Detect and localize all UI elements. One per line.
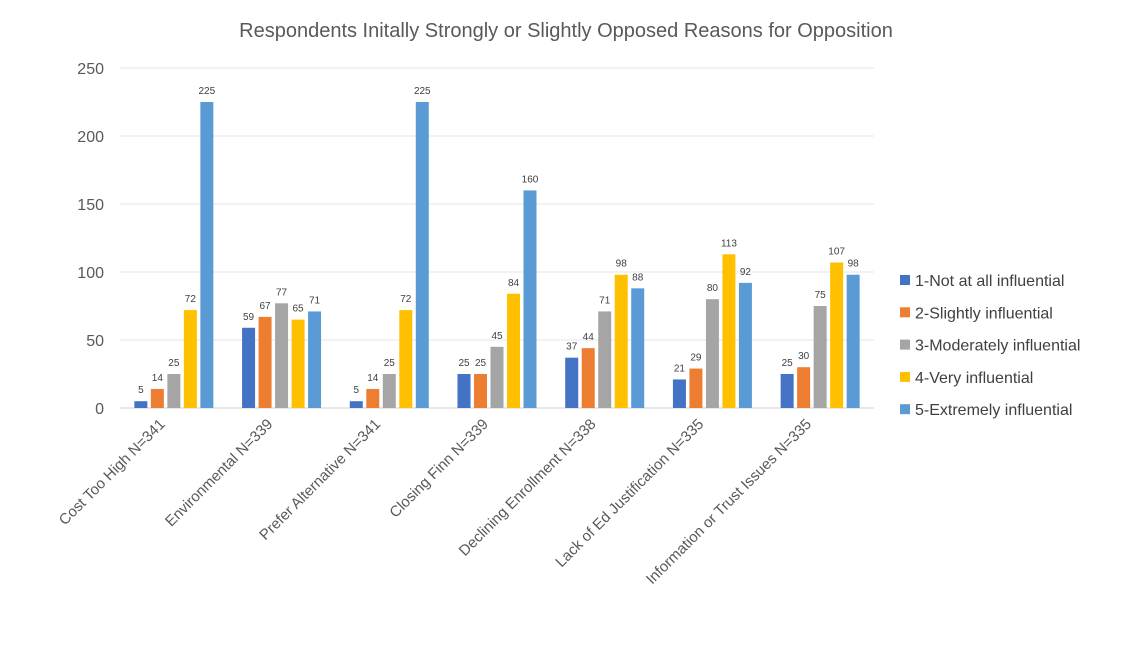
bar xyxy=(565,357,579,408)
data-label: 98 xyxy=(616,259,628,270)
bar xyxy=(399,310,413,408)
bar xyxy=(366,388,380,408)
data-label: 67 xyxy=(260,301,272,312)
data-label: 59 xyxy=(243,312,255,323)
data-label: 65 xyxy=(293,304,305,315)
bar xyxy=(830,262,844,408)
legend-swatch xyxy=(900,275,910,285)
data-label: 21 xyxy=(674,363,686,374)
bar xyxy=(813,306,827,408)
data-label: 80 xyxy=(707,283,719,294)
legend-swatch xyxy=(900,339,910,350)
data-label: 225 xyxy=(199,86,216,97)
data-label: 25 xyxy=(168,358,180,369)
bar xyxy=(846,274,860,408)
y-tick-label: 0 xyxy=(95,401,104,418)
data-label: 44 xyxy=(583,332,595,343)
bar xyxy=(167,374,181,408)
data-label: 25 xyxy=(458,358,470,369)
bar xyxy=(134,401,148,408)
bar xyxy=(672,379,686,408)
data-label: 14 xyxy=(152,373,164,384)
legend-swatch xyxy=(900,307,910,318)
data-label: 113 xyxy=(721,238,737,249)
y-tick-label: 100 xyxy=(77,265,104,282)
bar xyxy=(738,282,752,408)
data-label: 72 xyxy=(185,294,197,305)
data-label: 25 xyxy=(475,358,487,369)
bar xyxy=(415,102,429,408)
bar xyxy=(349,401,363,408)
data-label: 29 xyxy=(690,353,702,364)
data-label: 98 xyxy=(848,259,860,270)
data-label: 71 xyxy=(599,295,611,306)
category-label: Prefer Alternative N=341 xyxy=(256,416,384,544)
data-label: 107 xyxy=(828,246,845,257)
data-label: 30 xyxy=(798,351,810,362)
bar xyxy=(523,190,537,408)
data-label: 5 xyxy=(354,385,360,396)
legend-label: 4-Very influential xyxy=(915,370,1033,387)
bar xyxy=(598,311,612,408)
bar xyxy=(457,374,471,408)
bar xyxy=(291,319,305,408)
data-label: 160 xyxy=(522,174,539,185)
data-label: 45 xyxy=(491,331,503,342)
bar xyxy=(797,367,811,408)
bar xyxy=(490,346,504,408)
bar xyxy=(507,293,520,408)
bar xyxy=(705,299,719,408)
bar xyxy=(581,348,595,408)
bar xyxy=(150,388,164,408)
data-label: 225 xyxy=(414,86,431,97)
bar xyxy=(275,303,289,408)
bar xyxy=(780,374,794,408)
bar xyxy=(722,254,736,408)
data-label: 25 xyxy=(782,358,794,369)
bar xyxy=(242,327,256,408)
legend-label: 5-Extremely influential xyxy=(915,402,1072,419)
data-label: 75 xyxy=(815,290,827,301)
legend-label: 2-Slightly influential xyxy=(915,305,1053,322)
category-label: Closing Finn N=339 xyxy=(386,416,491,521)
legend-swatch xyxy=(900,371,910,382)
data-label: 72 xyxy=(400,294,412,305)
y-tick-label: 50 xyxy=(86,333,104,350)
bar xyxy=(382,374,396,408)
legend-label: 1-Not at all influential xyxy=(915,273,1064,290)
bar xyxy=(200,102,214,408)
category-label: Environmental N=339 xyxy=(162,416,276,530)
data-label: 71 xyxy=(309,295,321,306)
legend-swatch xyxy=(900,404,910,415)
data-label: 14 xyxy=(367,373,379,384)
y-tick-label: 200 xyxy=(77,129,104,146)
data-label: 88 xyxy=(632,272,644,283)
y-tick-label: 250 xyxy=(77,61,104,78)
category-label: Cost Too High N=341 xyxy=(56,416,169,529)
legend-label: 3-Moderately influential xyxy=(915,338,1080,355)
bar xyxy=(258,316,272,408)
data-label: 92 xyxy=(740,267,752,278)
bar xyxy=(614,274,628,408)
chart-title: Respondents Initally Strongly or Slightl… xyxy=(239,20,893,42)
data-label: 25 xyxy=(384,358,396,369)
data-label: 84 xyxy=(508,278,520,289)
bar xyxy=(631,288,645,408)
bar xyxy=(183,310,197,408)
bar xyxy=(308,311,322,408)
bar xyxy=(474,374,487,408)
data-label: 5 xyxy=(138,385,144,396)
data-label: 77 xyxy=(276,287,288,298)
bar xyxy=(689,368,703,408)
y-tick-label: 150 xyxy=(77,197,104,214)
data-label: 37 xyxy=(566,342,578,353)
